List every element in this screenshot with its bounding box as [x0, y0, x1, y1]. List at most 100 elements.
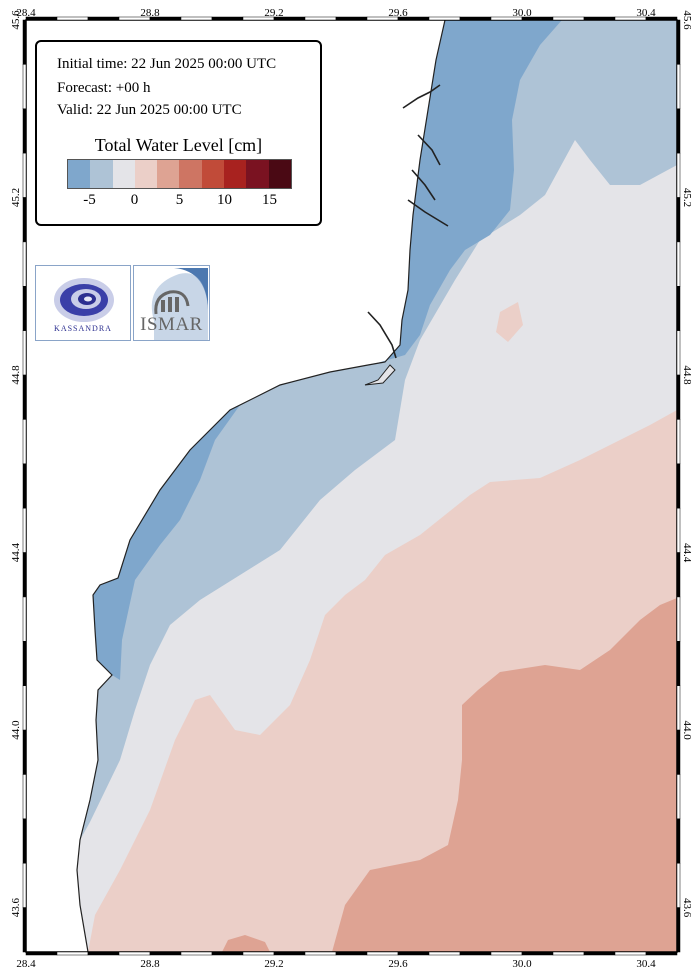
axis-tick-label: 45.2 [10, 188, 22, 207]
frame-segment [22, 552, 27, 598]
frame-segment [676, 330, 681, 376]
frame-segment [676, 507, 681, 553]
forecast-text: Forecast: +00 h [57, 80, 151, 96]
frame-segment [180, 951, 213, 956]
colorbar-swatch [179, 160, 202, 188]
colorbar-swatch [112, 160, 135, 188]
frame-segment [211, 16, 244, 21]
frame-segment [676, 241, 681, 287]
frame-segment [211, 951, 244, 956]
frame-segment [242, 951, 275, 956]
colorbar-label: 15 [262, 192, 277, 208]
sea-zone-blue [93, 20, 562, 680]
frame-segment [614, 951, 647, 956]
frame-segment [676, 818, 681, 864]
ismar-wave-icon [151, 268, 209, 340]
colorbar-label: 10 [217, 192, 232, 208]
axis-tick-label: 29.2 [264, 7, 283, 19]
frame-segment [22, 862, 27, 908]
frame-segment [118, 951, 151, 956]
frame-segment [676, 108, 681, 154]
frame-segment [676, 419, 681, 465]
frame-segment [87, 951, 120, 956]
colorbar-title: Total Water Level [cm] [94, 135, 263, 155]
frame-segment [22, 197, 27, 243]
frame-segment [676, 862, 681, 908]
axis-tick-label: 44.8 [681, 365, 693, 385]
frame-segment [180, 16, 213, 21]
frame-segment [22, 419, 27, 465]
sea-zone-pink-patch [496, 302, 523, 342]
coastline [76, 20, 446, 952]
initial-time-text: Initial time: 22 Jun 2025 00:00 UTC [57, 56, 277, 72]
frame-segment [676, 197, 681, 243]
colorbar-swatch [201, 160, 225, 188]
frame-segment [22, 463, 27, 509]
colorbar [67, 159, 292, 189]
frame-segment [22, 374, 27, 420]
axis-tick-label: 28.8 [140, 7, 160, 19]
lat-labels-left: 45.6 45.2 44.8 44.4 44.0 43.6 [10, 10, 22, 917]
colorbar-swatch [157, 160, 180, 188]
axis-tick-label: 29.2 [264, 958, 283, 970]
frame-segment [645, 951, 678, 956]
frame-segment [676, 463, 681, 509]
axis-tick-label: 29.6 [388, 7, 408, 19]
ismar-logo-text: ISMAR [140, 314, 203, 335]
frame-segment [552, 16, 585, 21]
sea-zone-salmon-small [222, 935, 270, 952]
frame-segment [22, 818, 27, 864]
frame-segment [676, 729, 681, 775]
axis-tick-label: 45.2 [681, 188, 693, 207]
frame-segment [56, 951, 89, 956]
valid-time-text: Valid: 22 Jun 2025 00:00 UTC [57, 102, 242, 118]
kassandra-logo: KASSANDRA [35, 265, 131, 341]
axis-tick-label: 44.4 [10, 542, 22, 562]
frame-segment [22, 64, 27, 110]
lat-labels-right: 45.6 45.2 44.8 44.4 44.0 43.6 [681, 10, 693, 917]
frame-segment [459, 951, 492, 956]
colorbar-swatch [68, 160, 91, 188]
colorbar-label: 5 [175, 192, 184, 208]
frame-segment [56, 16, 89, 21]
frame-segment [428, 951, 461, 956]
frame-segment [676, 19, 681, 65]
colorbar-swatch [224, 160, 247, 188]
frame-segment [22, 330, 27, 376]
frame-segment [22, 596, 27, 642]
frame-segment [22, 729, 27, 775]
frame-segment [87, 16, 120, 21]
river-line [367, 84, 449, 359]
frame-segment [22, 641, 27, 686]
axis-tick-label: 43.6 [681, 898, 693, 918]
lagoon [364, 364, 396, 386]
axis-tick-label: 30.0 [512, 7, 532, 19]
frame-segment [583, 16, 616, 21]
axis-tick-label: 45.6 [10, 10, 22, 30]
axis-tick-label: 43.6 [10, 897, 22, 917]
colorbar-swatch [268, 160, 291, 188]
frame-segment [22, 507, 27, 553]
frame-segment [273, 951, 306, 956]
frame-segment [22, 152, 27, 198]
lon-labels-top: 28.4 28.8 29.2 29.6 30.0 30.4 [16, 7, 656, 19]
frame-segment [676, 552, 681, 598]
kassandra-logo-text: KASSANDRA [54, 324, 112, 333]
frame-segment [22, 286, 27, 331]
frame-segment [490, 951, 523, 956]
axis-tick-label: 28.4 [16, 7, 36, 19]
lon-labels-bottom: 28.4 28.8 29.2 29.6 30.0 30.4 [16, 958, 656, 970]
axis-tick-label: 44.8 [10, 365, 22, 385]
frame-segment [366, 951, 399, 956]
frame-segment [676, 152, 681, 198]
frame-segment [459, 16, 492, 21]
frame-segment [304, 951, 337, 956]
axis-tick-label: 29.6 [388, 958, 408, 970]
ismar-logo: ISMAR [133, 265, 210, 341]
info-panel: Initial time: 22 Jun 2025 00:00 UTC Fore… [35, 40, 322, 226]
frame-segment [676, 641, 681, 686]
frame-segment [676, 596, 681, 642]
frame-segment [22, 685, 27, 731]
frame-segment [676, 907, 681, 953]
